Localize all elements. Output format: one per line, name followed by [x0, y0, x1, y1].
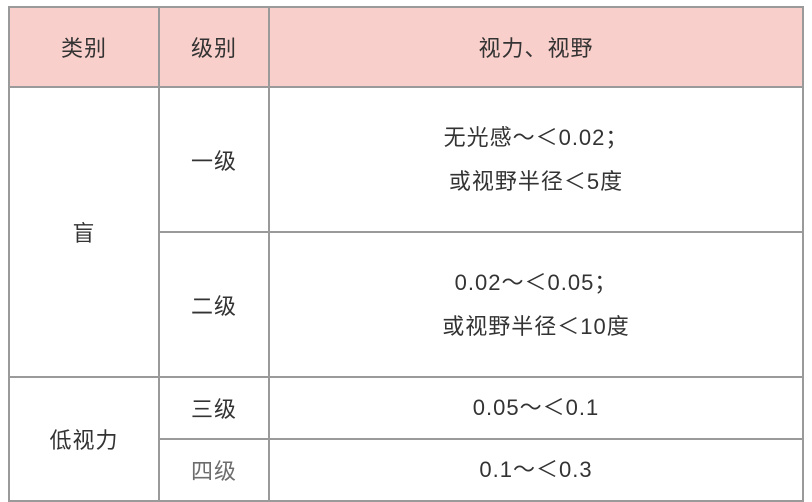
col-header-desc: 视力、视野 — [269, 7, 803, 87]
cell-level: 二级 — [159, 232, 269, 377]
table-row: 盲 一级 无光感～＜0.02； 或视野半径＜5度 — [9, 87, 803, 232]
cell-desc: 0.02～＜0.05； 或视野半径＜10度 — [269, 232, 803, 377]
table-row: 低视力 三级 0.05～＜0.1 — [9, 377, 803, 439]
cell-level: 一级 — [159, 87, 269, 232]
cell-desc: 0.05～＜0.1 — [269, 377, 803, 439]
cell-category: 盲 — [9, 87, 159, 377]
vision-classification-table: 类别 级别 视力、视野 盲 一级 无光感～＜0.02； 或视野半径＜5度 二级 … — [8, 6, 804, 502]
desc-line: 0.02～＜0.05； — [278, 261, 794, 305]
cell-level: 四级 — [159, 439, 269, 501]
desc-line: 无光感～＜0.02； — [278, 116, 794, 160]
desc-line: 0.1～＜0.3 — [278, 448, 794, 492]
cell-level: 三级 — [159, 377, 269, 439]
desc-line: 或视野半径＜10度 — [278, 305, 794, 349]
col-header-category: 类别 — [9, 7, 159, 87]
desc-line: 或视野半径＜5度 — [278, 160, 794, 204]
cell-desc: 无光感～＜0.02； 或视野半径＜5度 — [269, 87, 803, 232]
cell-category: 低视力 — [9, 377, 159, 501]
table-header-row: 类别 级别 视力、视野 — [9, 7, 803, 87]
cell-desc: 0.1～＜0.3 — [269, 439, 803, 501]
desc-line: 0.05～＜0.1 — [278, 386, 794, 430]
col-header-level: 级别 — [159, 7, 269, 87]
